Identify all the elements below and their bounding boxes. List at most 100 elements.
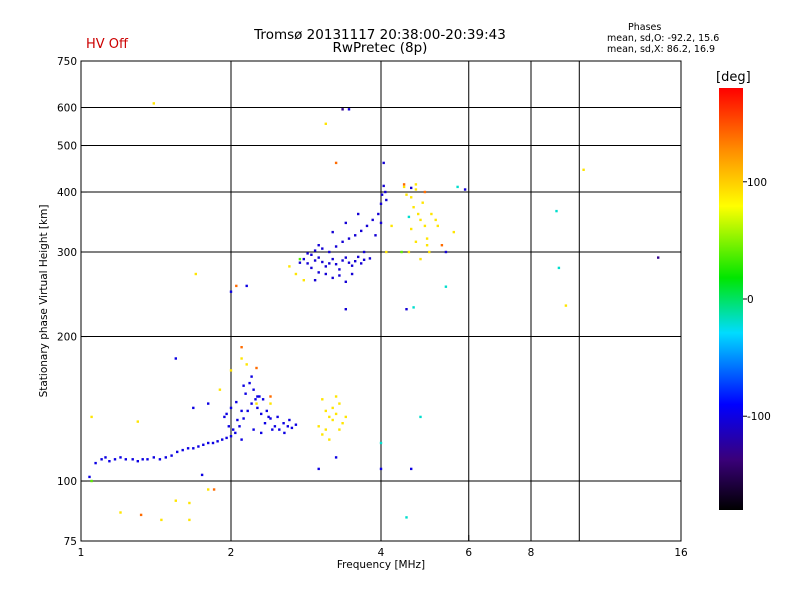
colorbar [719,88,743,510]
data-point [223,415,226,419]
data-point [334,456,338,459]
data-point [331,230,334,234]
data-point [250,375,253,378]
data-point [181,448,184,452]
data-point [176,450,179,454]
data-point [146,458,149,461]
data-point [256,395,259,398]
data-point [197,445,200,448]
data-point [341,259,344,262]
data-point [283,431,286,435]
x-tick-label: 6 [465,547,472,559]
data-point [384,190,387,194]
data-point [328,415,331,419]
data-point [194,272,197,276]
data-point [288,265,291,268]
data-point [164,456,167,459]
data-point [434,218,437,222]
data-point [261,398,265,401]
data-point [463,188,467,191]
data-point [265,409,268,413]
data-point [414,240,418,243]
y-axis-label: Stationary phase Virtual Height [km] [38,205,50,398]
data-point [313,279,317,282]
data-point [331,276,334,280]
data-point [207,441,210,445]
y-tick-label: 400 [57,187,77,199]
chart-subtitle: RwPretec (8p) [332,40,428,56]
y-tick-label: 600 [57,103,77,115]
data-point [405,193,408,196]
data-point [235,284,238,288]
data-point [564,304,568,307]
data-point [240,346,243,349]
data-point [407,250,411,254]
data-point [365,224,369,228]
data-point [410,186,413,190]
data-point [334,412,338,416]
data-point [225,436,228,440]
data-point [344,256,347,259]
data-point [362,250,366,254]
data-point [338,268,341,271]
data-point [234,431,237,435]
data-point [385,250,388,254]
data-point [139,513,143,517]
data-point [324,265,327,268]
data-point [160,518,163,522]
data-point [452,230,455,234]
data-point [334,161,338,165]
data-point [306,262,309,265]
data-point [200,473,204,477]
data-point [377,212,380,216]
data-point [360,262,363,265]
data-point [417,212,420,216]
data-point [444,250,448,254]
data-point [324,428,327,431]
stats-heading: Phases [628,22,662,33]
data-point [344,221,347,225]
data-point [331,418,334,422]
data-point [212,488,216,491]
data-point [360,229,363,233]
data-point [90,415,93,419]
data-point [276,415,279,419]
y-tick-label: 500 [57,141,77,153]
data-point [240,409,243,413]
data-point [136,460,139,463]
data-point [278,428,281,431]
data-point [402,183,406,186]
data-points [88,102,660,522]
x-tick-label: 8 [528,547,535,559]
data-point [141,458,144,461]
data-point [341,422,344,425]
data-point [202,443,205,446]
data-point [354,234,357,237]
data-point [412,206,415,209]
data-point [379,467,383,471]
data-point [88,475,91,479]
data-point [186,447,190,450]
data-point [379,202,383,205]
data-point [421,201,424,204]
data-point [324,122,327,125]
data-point [407,215,411,219]
data-point [338,428,341,431]
data-point [379,221,383,225]
hv-status: HV Off [86,37,128,52]
data-point [192,406,195,410]
data-point [258,395,261,398]
data-point [108,460,111,463]
data-point [240,357,243,360]
colorbar-ticks: 100 0 -100 [743,177,771,423]
data-point [310,253,313,256]
data-point [350,272,354,276]
data-point [414,188,418,191]
data-point [347,261,351,264]
data-point [256,406,259,410]
data-point [344,280,347,283]
data-point [402,185,406,189]
data-point [152,102,155,105]
colorbar-label: [deg] [716,70,751,85]
